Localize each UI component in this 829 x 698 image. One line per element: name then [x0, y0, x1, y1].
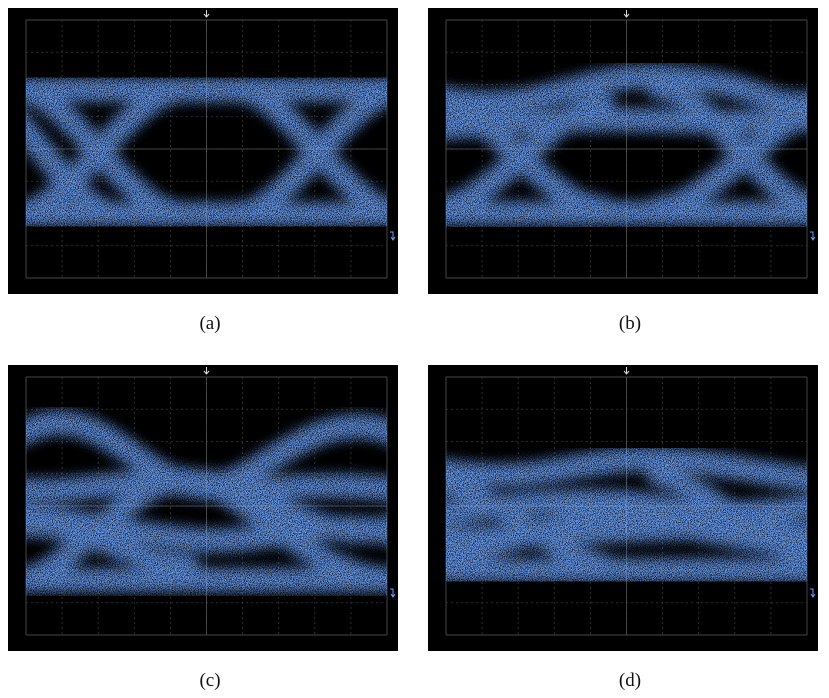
trace-band	[648, 102, 807, 218]
level-arrow	[390, 588, 396, 598]
eye-diagram	[428, 365, 818, 651]
trace-band	[26, 505, 387, 551]
trigger-arrow	[203, 367, 210, 375]
trigger-arrow	[623, 367, 630, 375]
eye-trace	[446, 449, 807, 580]
trigger-arrow	[623, 10, 630, 18]
eye-diagram	[8, 8, 398, 294]
panel-label: (c)	[199, 670, 220, 691]
eye-diagram	[8, 365, 398, 651]
trace-band	[446, 517, 807, 548]
trace-band	[26, 116, 128, 224]
eye-trace	[26, 80, 387, 224]
eye-diagram	[428, 8, 818, 294]
trace-band	[446, 66, 807, 114]
trace-band	[446, 449, 807, 489]
level-arrow	[390, 231, 396, 241]
panel-label: (b)	[619, 313, 641, 334]
panel-label: (a)	[199, 313, 220, 334]
trace-band	[648, 78, 807, 216]
trigger-arrow	[203, 10, 210, 18]
eye-trace	[446, 66, 807, 223]
screen	[8, 8, 398, 294]
panel-label: (d)	[619, 670, 641, 691]
trace-band	[446, 475, 613, 575]
level-arrow	[810, 588, 816, 598]
trace-band	[446, 108, 807, 138]
trace-band	[446, 93, 613, 218]
eye-trace	[26, 412, 387, 590]
level-arrow	[810, 231, 816, 241]
screen	[8, 365, 398, 651]
